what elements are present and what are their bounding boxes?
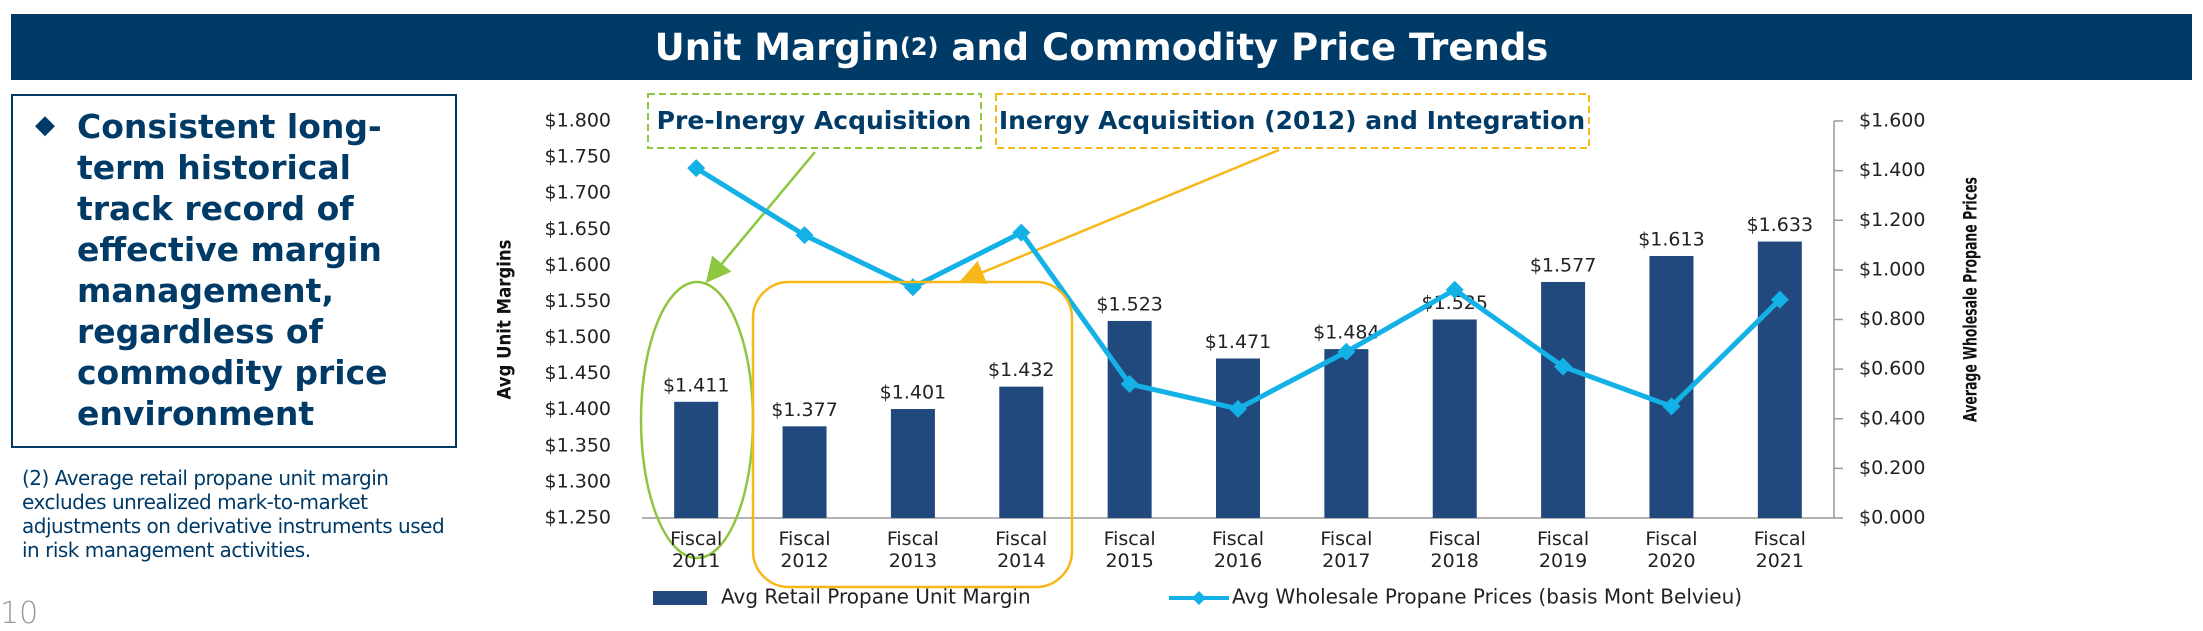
value-label: $1.377 xyxy=(771,399,837,421)
header-title: Unit Margin xyxy=(654,25,900,69)
y-tick-label: $1.550 xyxy=(545,290,611,312)
bar xyxy=(1324,349,1369,518)
annotation-box xyxy=(647,93,982,149)
y2-tick-label: $1.400 xyxy=(1859,159,1925,181)
value-label: $1.484 xyxy=(1313,322,1379,344)
value-label: $1.411 xyxy=(663,374,729,396)
annotation-box xyxy=(995,93,1590,149)
y-tick-label: $1.350 xyxy=(545,434,611,456)
value-label: $1.523 xyxy=(1096,293,1162,315)
y-tick-label: $1.800 xyxy=(545,110,611,132)
bullet-icon: ◆ xyxy=(35,110,55,140)
y2-axis-label: Average Wholesale Propane Prices xyxy=(1960,177,1982,422)
header-title-rest: and Commodity Price Trends xyxy=(951,25,1549,69)
bar xyxy=(999,386,1044,518)
y2-tick-label: $0.200 xyxy=(1859,457,1925,479)
value-label: $1.401 xyxy=(880,382,946,404)
annotation-arrow xyxy=(959,148,1280,284)
y-axis-label: Avg Unit Margins xyxy=(494,240,516,400)
line-marker xyxy=(1229,399,1247,418)
bar xyxy=(1649,255,1694,519)
y-tick-label: $1.700 xyxy=(545,182,611,204)
x-tick-label: Fiscal 2015 xyxy=(1103,528,1156,572)
annotation-text: Pre-Inergy Acquisition xyxy=(657,106,972,135)
line-marker xyxy=(1662,397,1681,416)
y-tick-label: $1.400 xyxy=(545,398,611,420)
x-tick-label: Fiscal 2011 xyxy=(670,528,723,572)
value-label: $1.471 xyxy=(1205,331,1271,353)
line-marker xyxy=(1337,342,1356,361)
y2-tick-label: $0.800 xyxy=(1859,308,1925,330)
legend-swatch xyxy=(653,591,707,605)
value-label: $1.577 xyxy=(1530,254,1596,276)
x-tick-label: Fiscal 2012 xyxy=(778,528,831,572)
x-tick-label: Fiscal 2019 xyxy=(1537,528,1590,572)
line-marker xyxy=(795,226,814,245)
line-marker xyxy=(1120,375,1139,394)
y-tick-label: $1.300 xyxy=(545,470,611,492)
y2-tick-label: $0.000 xyxy=(1859,507,1925,529)
plot-area: $1.250 $1.300 $1.350 $1.400 $1.450 $1.500 $1.5… xyxy=(494,110,1982,609)
value-label: $1.432 xyxy=(988,359,1054,381)
y2-tick-label: $1.000 xyxy=(1859,258,1925,280)
line-marker xyxy=(1445,280,1464,299)
bar xyxy=(674,401,719,518)
y-tick-label: $1.250 xyxy=(545,507,611,529)
x-tick-label: Fiscal 2013 xyxy=(886,528,939,572)
bullet-box: ◆ Consistent long-term historical track … xyxy=(11,94,457,448)
bar xyxy=(1757,241,1802,518)
footnote: (2) Average retail propane unit margin e… xyxy=(22,466,445,562)
header-bar: Unit Margin (2) and Commodity Price Trend… xyxy=(11,14,2192,80)
line-marker xyxy=(1554,357,1573,376)
x-tick-label: Fiscal 2016 xyxy=(1211,528,1265,572)
line-marker xyxy=(1770,290,1789,309)
line-marker xyxy=(687,159,706,178)
page-number: 10 xyxy=(0,596,39,631)
y-tick-label: $1.650 xyxy=(545,218,611,240)
bar xyxy=(1432,319,1477,518)
value-label: $1.613 xyxy=(1638,228,1704,250)
legend-swatch xyxy=(1192,591,1206,605)
legend-label: Avg Retail Propane Unit Margin xyxy=(721,585,1031,609)
y2-tick-label: $0.600 xyxy=(1859,358,1925,380)
value-label: $1.633 xyxy=(1747,214,1813,236)
y-tick-label: $1.750 xyxy=(545,146,611,168)
annotation-text: Inergy Acquisition (2012) and Integratio… xyxy=(999,106,1585,135)
x-tick-label: Fiscal 2018 xyxy=(1428,528,1481,572)
header-superscript: (2) xyxy=(899,33,939,61)
y2-tick-label: $1.200 xyxy=(1859,209,1925,231)
x-tick-label: Fiscal 2017 xyxy=(1320,528,1373,572)
x-tick-label: Fiscal 2020 xyxy=(1645,528,1698,572)
annotation-arrow xyxy=(705,151,816,283)
bar xyxy=(1107,320,1152,518)
legend-label: Avg Wholesale Propane Prices (basis Mont… xyxy=(1232,585,1742,609)
bullet-text: Consistent long-term historical track re… xyxy=(77,107,388,433)
y-tick-label: $1.600 xyxy=(545,254,611,276)
y2-tick-label: $0.400 xyxy=(1859,407,1925,429)
bar xyxy=(1541,281,1586,518)
y-tick-label: $1.500 xyxy=(545,326,611,348)
y2-tick-label: $1.600 xyxy=(1859,110,1925,132)
bar xyxy=(782,426,827,518)
x-tick-label: Fiscal 2021 xyxy=(1753,528,1806,572)
bar xyxy=(890,409,935,518)
x-tick-label: Fiscal 2014 xyxy=(995,528,1048,572)
bar xyxy=(1216,358,1260,518)
y-tick-label: $1.450 xyxy=(545,362,611,384)
highlight-box xyxy=(751,280,1074,589)
line-marker xyxy=(1012,223,1031,242)
